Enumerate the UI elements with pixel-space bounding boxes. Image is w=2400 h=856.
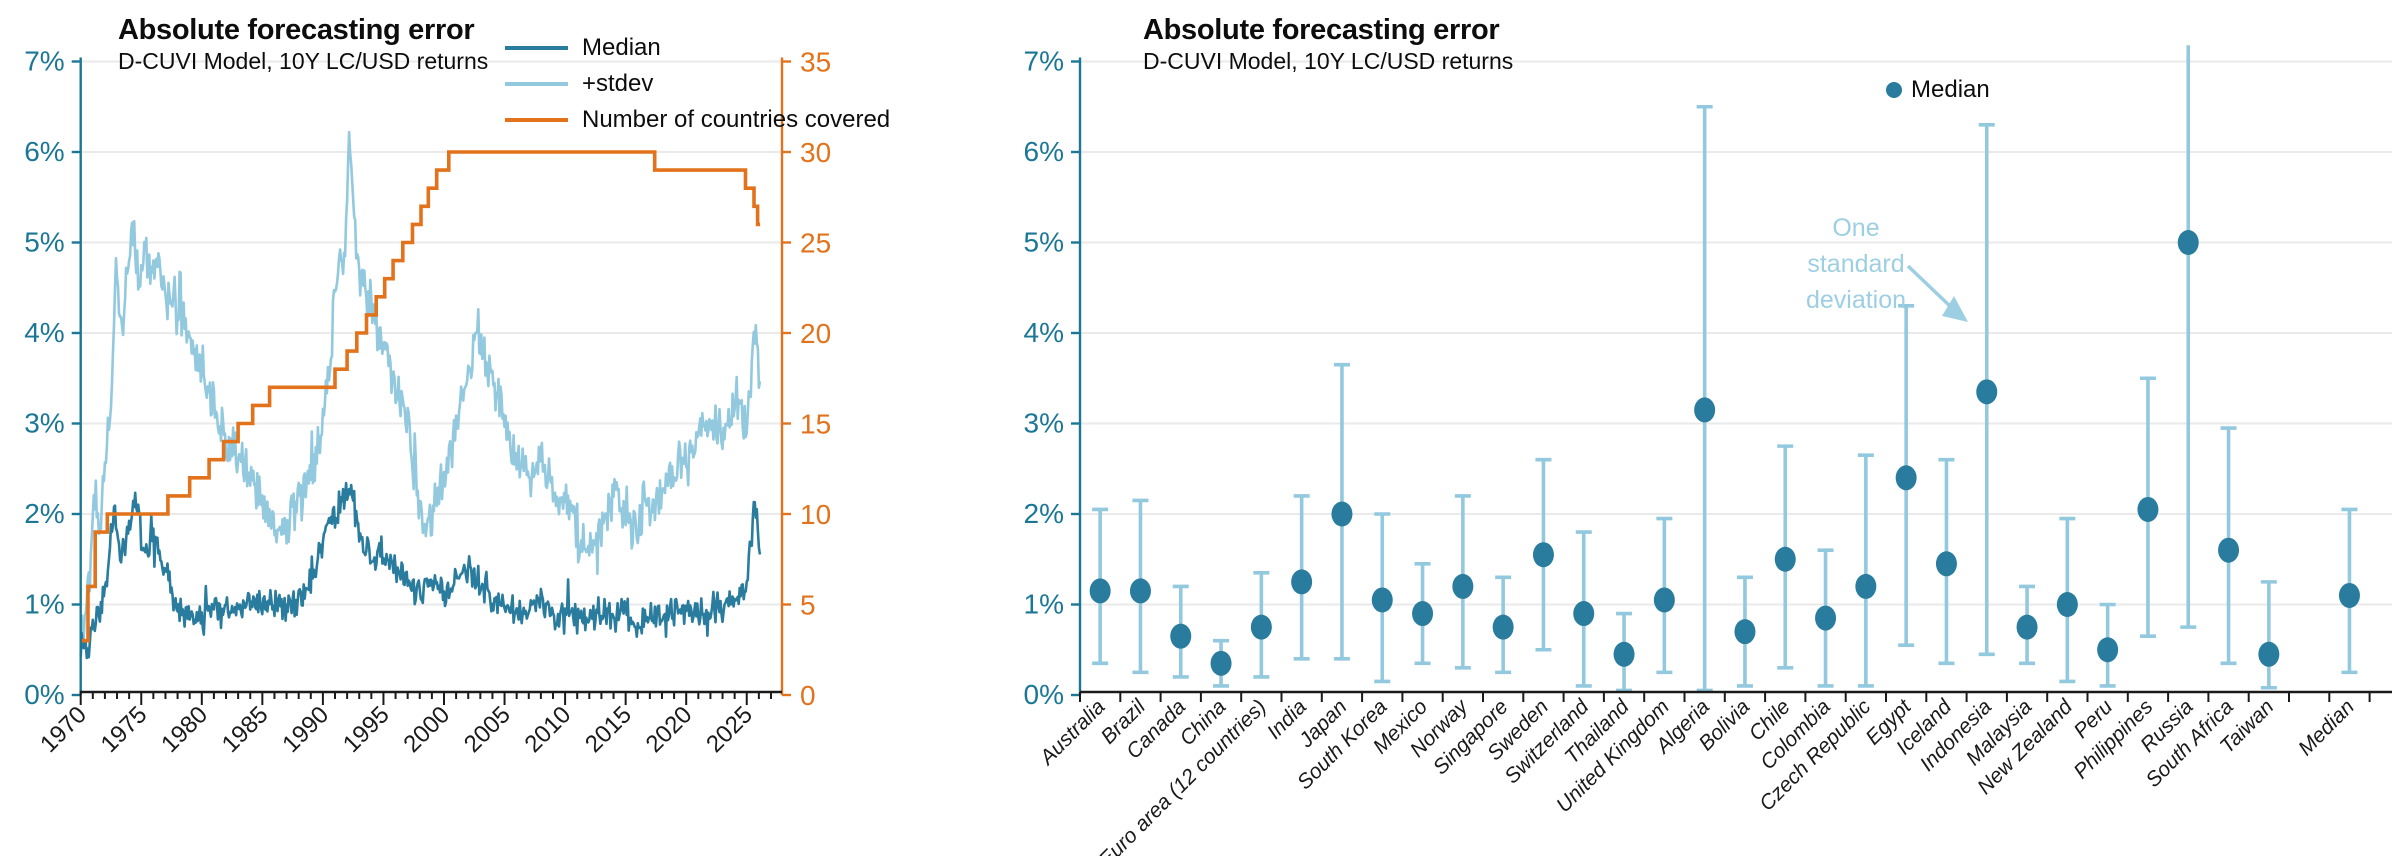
right-chart-subtitle: D-CUVI Model, 10Y LC/USD returns (1143, 48, 1514, 74)
legend-label: Number of countries covered (582, 106, 891, 133)
median-dot (2056, 592, 2078, 617)
median-dot (1492, 614, 1514, 640)
annotation-line: deviation (1805, 286, 1907, 314)
y-tick-label: 5% (1024, 227, 1064, 258)
median-dot (1895, 465, 1917, 491)
countries-covered-step-line (80, 150, 761, 643)
median-dot (1613, 641, 1635, 667)
y-tick-label: 5% (24, 227, 64, 258)
y-tick-label: 0% (24, 679, 64, 710)
x-tick-label: 2015 (580, 701, 637, 758)
y-tick-label: 6% (24, 136, 64, 167)
median-dot (1734, 619, 1756, 645)
median-dot-swatch (1886, 82, 1902, 98)
median-dot (1976, 379, 1998, 405)
median-line-swatch (505, 46, 568, 50)
median-dot (1653, 587, 1675, 613)
y-tick-label: 7% (24, 46, 64, 77)
x-tick-label: 1995 (338, 701, 395, 758)
median-dot (1935, 551, 1957, 577)
median-dot (2097, 637, 2119, 663)
y2-tick-label: 25 (800, 228, 831, 259)
y-tick-label: 3% (24, 408, 64, 439)
median-dot (2016, 614, 2038, 640)
legend-item-countries: Number of countries covered (505, 106, 890, 134)
median-dot (1694, 397, 1716, 423)
median-dot (1129, 578, 1151, 604)
y-tick-label: 2% (1024, 498, 1064, 529)
median-dot (1089, 578, 1111, 604)
legend-item-stdev: +stdev (505, 70, 653, 98)
x-tick-label: 1990 (277, 701, 334, 758)
x-tick-label: 2000 (398, 701, 455, 758)
median-dot (1331, 501, 1353, 527)
y2-tick-label: 5 (800, 590, 816, 621)
x-tick-label: 2010 (519, 701, 576, 758)
legend-item-median: Median (505, 34, 661, 62)
median-dot (1210, 650, 1232, 676)
median-dot (1573, 601, 1595, 627)
y2-tick-label: 30 (800, 137, 831, 168)
median-dot (2137, 496, 2159, 522)
median-dot (1452, 573, 1474, 599)
left-chart-subtitle: D-CUVI Model, 10Y LC/USD returns (118, 48, 489, 74)
x-tick-label: 2005 (459, 701, 516, 758)
y-tick-label: 2% (24, 498, 64, 529)
x-tick-label: 1975 (96, 701, 153, 758)
y-tick-label: 1% (1024, 589, 1064, 620)
median-dot (1170, 623, 1192, 649)
legend-item-median-right: Median (1886, 76, 1990, 104)
median-dot (2258, 641, 2280, 667)
annotation-line: standard (1807, 250, 1905, 278)
left-chart-title: Absolute forecasting error (118, 14, 475, 46)
y2-tick-label: 0 (800, 680, 816, 711)
y-tick-label: 7% (1024, 46, 1064, 77)
one-standard-deviation-annotation: One standard deviation (1746, 210, 1966, 318)
stdev-line-swatch (505, 82, 568, 86)
median-dot (1250, 614, 1272, 640)
annotation-arrowhead (1942, 296, 1968, 322)
y2-tick-label: 35 (800, 47, 831, 78)
annotation-arrow-line (1906, 264, 1954, 310)
legend-label: Median (1911, 76, 1990, 103)
stdev-series-line (79, 130, 762, 656)
legend-label: +stdev (582, 70, 654, 97)
country-tick-label: Median (2294, 695, 2359, 760)
y-tick-label: 4% (24, 317, 64, 348)
median-dot (2177, 230, 2199, 255)
x-tick-label: 2020 (641, 701, 698, 758)
median-dot (1855, 573, 1877, 599)
countries-line-swatch (505, 118, 568, 122)
y2-tick-label: 20 (800, 318, 831, 349)
legend-label: Median (582, 34, 661, 61)
median-dot (1412, 601, 1434, 627)
median-dot (2218, 537, 2240, 563)
annotation-line: One (1832, 214, 1880, 242)
y-tick-label: 3% (1024, 408, 1064, 439)
y2-tick-label: 10 (800, 499, 831, 530)
y-tick-label: 1% (24, 589, 64, 620)
median-dot (1532, 542, 1554, 568)
median-dot (2338, 582, 2360, 608)
right-chart-title: Absolute forecasting error (1143, 14, 1500, 46)
x-tick-label: 1980 (156, 701, 213, 758)
y-tick-label: 0% (1024, 679, 1064, 710)
y-tick-label: 4% (1024, 317, 1064, 348)
y2-tick-label: 15 (800, 409, 831, 440)
x-tick-label: 2025 (701, 701, 758, 758)
median-dot (1815, 605, 1837, 631)
y-tick-label: 6% (1024, 136, 1064, 167)
median-dot (1291, 569, 1313, 595)
median-series-line (79, 481, 762, 660)
median-dot (1774, 546, 1796, 572)
x-tick-label: 1985 (217, 701, 274, 758)
median-dot (1371, 587, 1393, 613)
